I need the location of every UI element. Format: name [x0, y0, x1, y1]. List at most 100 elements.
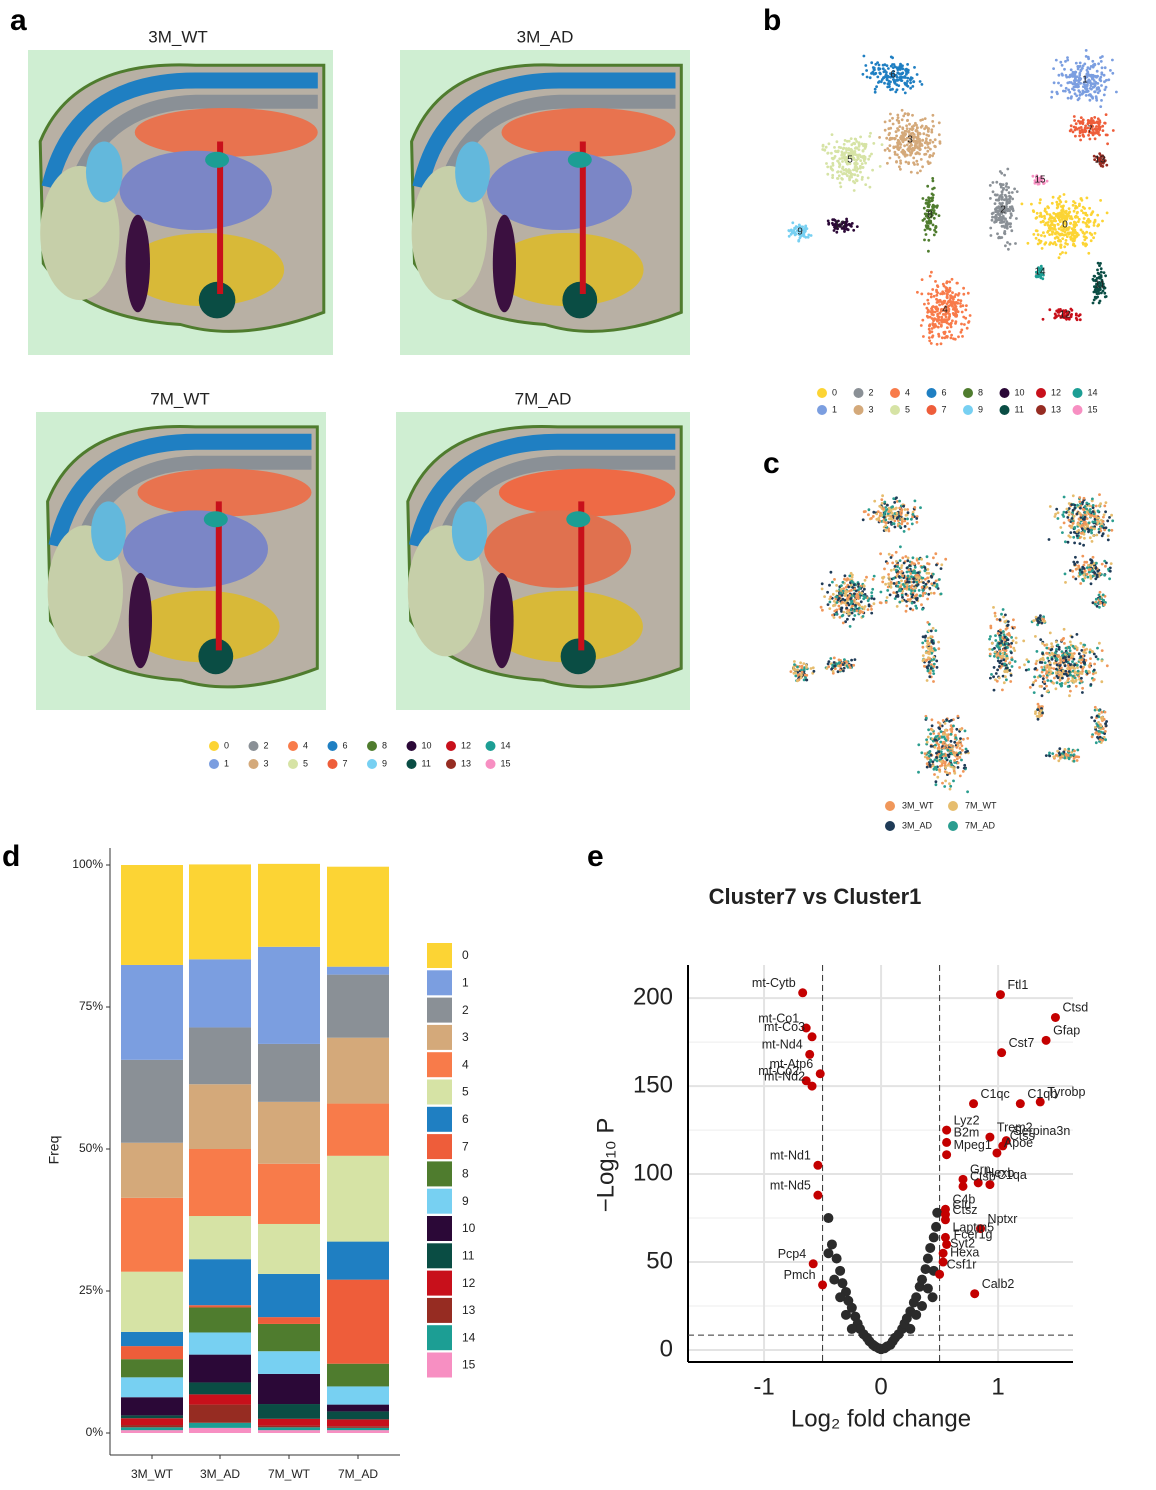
- umap-point: [853, 142, 856, 145]
- umap-point: [901, 64, 904, 67]
- umap-point: [933, 773, 936, 776]
- umap-point: [921, 165, 924, 168]
- umap-point: [917, 743, 920, 746]
- umap-point: [1073, 750, 1076, 753]
- umap-point: [895, 560, 898, 563]
- umap-point: [929, 222, 932, 225]
- umap-point: [957, 294, 960, 297]
- umap-point: [1060, 639, 1063, 642]
- umap-point: [1099, 736, 1102, 739]
- umap-point: [1041, 277, 1044, 280]
- legend-swatch: [427, 1080, 452, 1105]
- umap-point: [862, 615, 865, 618]
- umap-point: [1046, 180, 1049, 183]
- umap-point: [919, 140, 922, 143]
- umap-point: [948, 782, 951, 785]
- umap-point: [864, 64, 867, 67]
- umap-point: [1043, 680, 1046, 683]
- umap-point: [872, 142, 875, 145]
- umap-point: [1111, 59, 1114, 62]
- umap-point: [839, 182, 842, 185]
- umap-point: [1054, 513, 1057, 516]
- umap-point: [1080, 680, 1083, 683]
- umap-point: [1073, 542, 1076, 545]
- umap-point: [898, 582, 901, 585]
- umap-point: [1090, 564, 1093, 567]
- umap-point: [1073, 760, 1076, 763]
- umap-point: [1107, 78, 1110, 81]
- umap-point: [890, 138, 893, 141]
- umap-point: [793, 660, 796, 663]
- umap-point: [1072, 230, 1075, 233]
- umap-point: [1080, 514, 1083, 517]
- umap-point: [992, 606, 995, 609]
- legend-swatch: [288, 741, 298, 751]
- legend-label: 1: [462, 975, 469, 989]
- umap-point: [1090, 526, 1093, 529]
- panel-title: 7M_AD: [515, 389, 572, 408]
- umap-point: [870, 153, 873, 156]
- umap-point: [1096, 70, 1099, 73]
- umap-point: [1058, 664, 1061, 667]
- umap-point: [1009, 680, 1012, 683]
- umap-point: [938, 121, 941, 124]
- umap-point: [928, 328, 931, 331]
- umap-point: [827, 663, 830, 666]
- umap-point: [1093, 86, 1096, 89]
- point: [923, 1254, 933, 1264]
- umap-point: [1008, 632, 1011, 635]
- umap-point: [1001, 225, 1004, 228]
- umap-point: [1068, 757, 1071, 760]
- umap-point: [1085, 49, 1088, 52]
- umap-point: [928, 563, 931, 566]
- point: [932, 1208, 942, 1218]
- umap-point: [888, 553, 891, 556]
- umap-point: [923, 207, 926, 210]
- umap-point: [1049, 505, 1052, 508]
- umap-point: [1046, 231, 1049, 234]
- umap-point: [930, 745, 933, 748]
- umap-point: [948, 720, 951, 723]
- umap-point: [1097, 87, 1100, 90]
- tissue-region: [452, 501, 487, 561]
- bar-segment: [121, 1198, 183, 1272]
- umap-point: [930, 342, 933, 345]
- umap-point: [1100, 60, 1103, 63]
- umap-point: [835, 609, 838, 612]
- bar-segment: [258, 1426, 320, 1428]
- umap-point: [882, 64, 885, 67]
- umap-point: [990, 627, 993, 630]
- umap-point: [938, 312, 941, 315]
- umap-point: [1063, 245, 1066, 248]
- umap-point: [1075, 679, 1078, 682]
- umap-point: [892, 577, 895, 580]
- umap-point: [1055, 687, 1058, 690]
- umap-point: [874, 88, 877, 91]
- umap-point: [907, 575, 910, 578]
- umap-point: [1065, 76, 1068, 79]
- umap-point: [901, 556, 904, 559]
- umap-point: [996, 680, 999, 683]
- umap-point: [889, 113, 892, 116]
- legend-label: 2: [462, 1003, 469, 1017]
- umap-point: [1075, 313, 1078, 316]
- umap-point: [924, 229, 927, 232]
- umap-point: [907, 581, 910, 584]
- umap-point: [1097, 62, 1100, 65]
- umap-point: [1068, 511, 1071, 514]
- umap-point: [1043, 669, 1046, 672]
- point: [917, 1275, 927, 1285]
- umap-point: [932, 760, 935, 763]
- umap-point: [915, 581, 918, 584]
- umap-point: [831, 581, 834, 584]
- umap-point: [1045, 754, 1048, 757]
- umap-point: [884, 519, 887, 522]
- umap-point: [1080, 209, 1083, 212]
- legend-swatch: [948, 821, 958, 831]
- umap-point: [930, 667, 933, 670]
- umap-point: [1045, 647, 1048, 650]
- umap-point: [1089, 508, 1092, 511]
- umap-point: [1109, 570, 1112, 573]
- umap-point: [929, 148, 932, 151]
- umap-point: [1103, 513, 1106, 516]
